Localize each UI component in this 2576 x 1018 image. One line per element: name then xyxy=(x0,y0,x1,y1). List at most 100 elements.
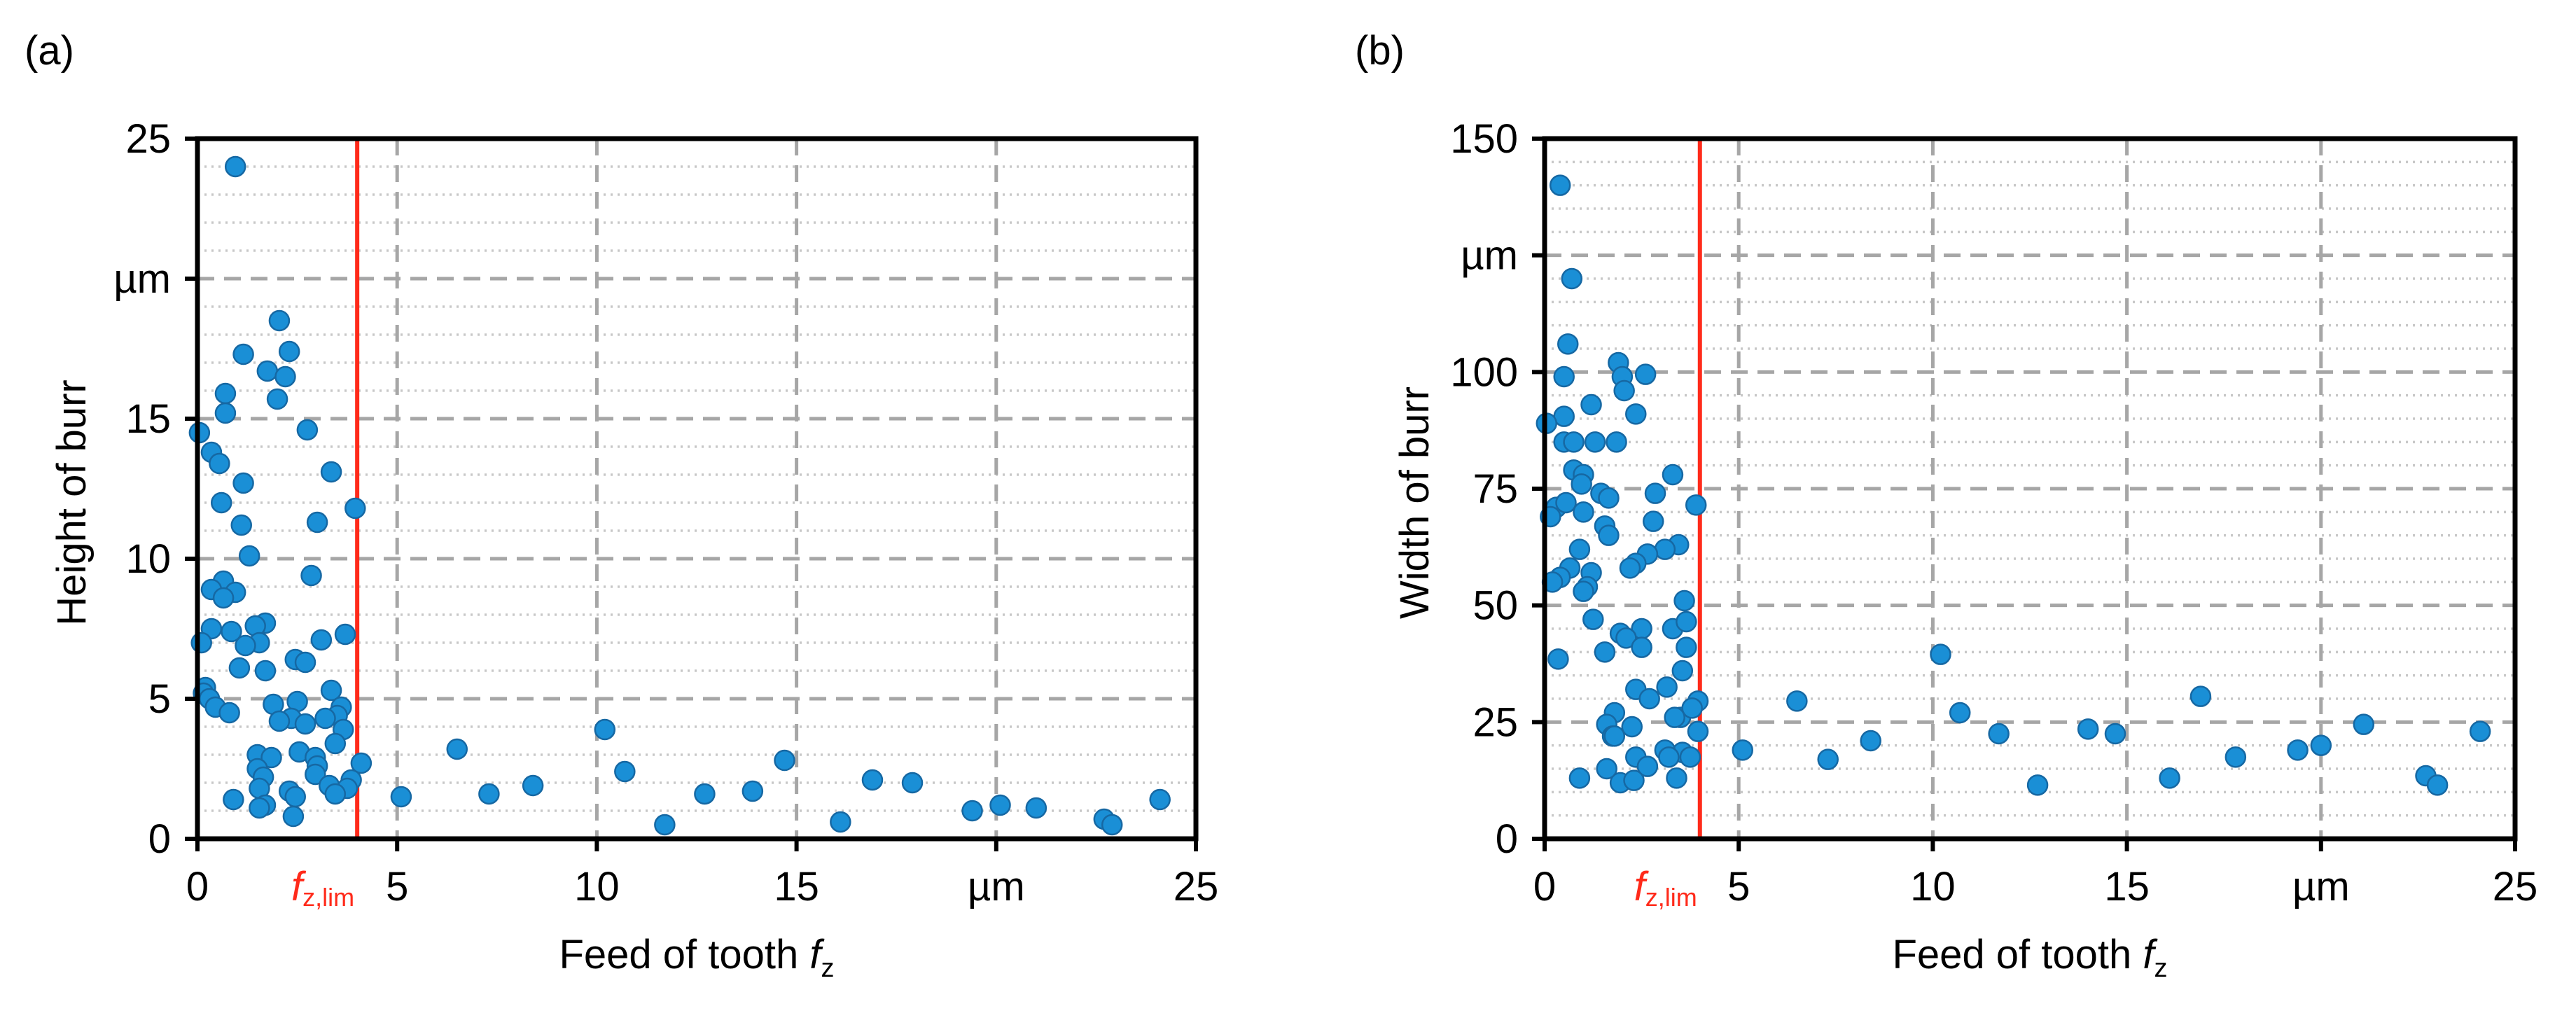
data-point xyxy=(1625,403,1647,425)
data-point xyxy=(1571,473,1592,495)
y-tick-label: µm xyxy=(113,256,171,302)
data-point xyxy=(2189,685,2212,707)
data-point xyxy=(2104,723,2126,745)
x-tick-label: 10 xyxy=(574,864,620,909)
data-point xyxy=(390,786,412,808)
data-point xyxy=(1101,814,1123,836)
chart-panel-b: 0 25 50 75 100 µm 150 0 5 10 15 µm 25 fz,lim Feed of t… xyxy=(1355,28,2537,983)
data-point xyxy=(2225,746,2247,768)
data-point xyxy=(249,797,270,819)
data-point xyxy=(1681,697,1703,719)
data-point xyxy=(1673,590,1695,612)
data-point xyxy=(238,545,260,567)
data-point xyxy=(320,679,342,702)
data-point xyxy=(1687,720,1709,742)
data-point xyxy=(1547,648,1569,670)
y-axis-label: Width of burr xyxy=(1392,386,1437,619)
data-point xyxy=(989,794,1011,816)
data-point xyxy=(1555,491,1577,514)
data-point xyxy=(1732,739,1753,761)
data-point xyxy=(1636,755,1659,777)
y-tick-label: 10 xyxy=(125,536,171,582)
data-point xyxy=(522,774,544,797)
data-point xyxy=(1582,608,1604,630)
x-tick-label: 25 xyxy=(1174,864,1219,909)
data-point xyxy=(1557,333,1579,355)
x-tick-label: µm xyxy=(2292,864,2350,909)
x-axis-label: Feed of tooth fz xyxy=(1892,932,2167,983)
x-tick-label: 15 xyxy=(774,864,819,909)
data-point xyxy=(314,707,336,730)
data-point xyxy=(1671,660,1694,682)
data-point xyxy=(230,514,252,536)
data-point xyxy=(1573,501,1594,523)
data-point xyxy=(1149,788,1171,811)
data-point xyxy=(268,309,291,332)
data-point xyxy=(1623,769,1645,791)
data-point xyxy=(320,461,342,483)
data-point xyxy=(284,786,306,808)
panel-label: (a) xyxy=(25,28,74,74)
data-point xyxy=(2426,774,2449,796)
data-point xyxy=(294,651,316,674)
data-point xyxy=(1634,363,1657,385)
data-point xyxy=(694,783,716,805)
data-point xyxy=(1676,636,1697,658)
data-point xyxy=(774,749,795,772)
data-point xyxy=(1596,758,1617,780)
x-axis-label: Feed of tooth fz xyxy=(559,932,834,983)
y-tick-label: 0 xyxy=(148,816,171,862)
data-point xyxy=(1568,538,1591,560)
data-point xyxy=(1621,716,1643,738)
x-tick-label: 5 xyxy=(1727,864,1750,909)
data-point xyxy=(232,472,254,494)
data-point xyxy=(1598,524,1620,546)
data-point xyxy=(1679,746,1701,768)
data-point xyxy=(1563,431,1585,453)
data-point xyxy=(1619,557,1641,579)
data-point xyxy=(1654,538,1676,560)
data-point xyxy=(1598,487,1620,509)
x-tick-label: 25 xyxy=(2493,864,2538,909)
data-point xyxy=(224,155,246,178)
data-point xyxy=(324,732,347,755)
data-point xyxy=(210,491,232,514)
data-point xyxy=(235,634,256,657)
data-point xyxy=(1949,702,1971,724)
x-tick-label: 0 xyxy=(1533,864,1556,909)
data-point xyxy=(1580,393,1602,416)
limit-line-label: fz,lim xyxy=(1634,864,1697,912)
y-tick-label: 75 xyxy=(1473,466,1518,512)
x-tick-label: 5 xyxy=(386,864,408,909)
data-point xyxy=(2159,767,2180,789)
y-axis-label: Height of burr xyxy=(49,379,95,625)
data-point xyxy=(274,365,296,388)
data-point xyxy=(296,419,319,441)
data-point xyxy=(1549,174,1571,196)
data-point xyxy=(1553,365,1575,388)
x-tick-label: 0 xyxy=(186,864,209,909)
data-point xyxy=(212,587,235,609)
data-point xyxy=(861,769,884,791)
data-point xyxy=(2310,734,2332,756)
data-point xyxy=(1988,723,2010,745)
data-point xyxy=(254,660,277,682)
data-point xyxy=(282,805,305,828)
data-point xyxy=(1573,580,1594,602)
data-point xyxy=(742,780,764,802)
data-point xyxy=(1860,730,1881,752)
data-point xyxy=(214,402,237,424)
data-point xyxy=(1676,611,1697,633)
data-point xyxy=(1666,767,1687,789)
data-point xyxy=(961,800,983,822)
data-point xyxy=(1644,482,1666,504)
data-point xyxy=(350,752,373,774)
data-point xyxy=(2469,720,2491,742)
data-point xyxy=(190,632,212,654)
data-point xyxy=(1606,431,1627,453)
data-point xyxy=(1561,267,1583,290)
data-point xyxy=(901,772,924,794)
y-tick-label: 150 xyxy=(1450,116,1518,162)
data-point xyxy=(2026,774,2049,796)
